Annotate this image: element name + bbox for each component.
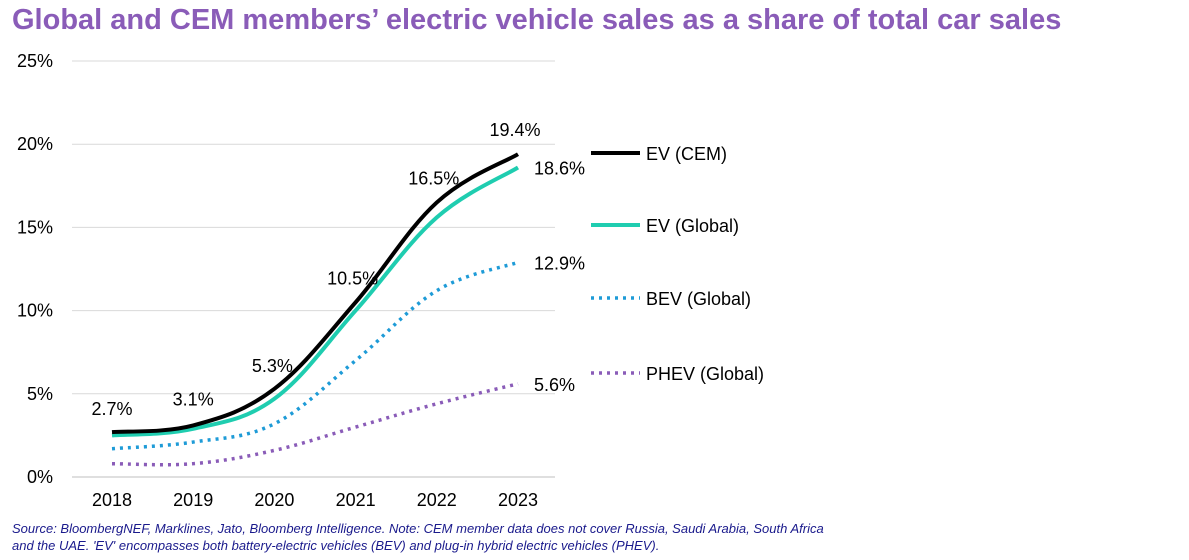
data-label-ev-cem: 10.5% <box>327 268 378 288</box>
legend-label: EV (CEM) <box>646 144 727 164</box>
y-axis-ticks: 0% 5% 10% 15% 20% 25% <box>17 51 53 487</box>
data-label-ev-cem: 2.7% <box>91 399 132 419</box>
series-line-ev-cem <box>111 152 520 435</box>
y-tick-label: 15% <box>17 217 53 237</box>
series-line-ev-global <box>111 165 520 438</box>
data-label-ev-cem: 3.1% <box>173 389 214 409</box>
data-label-ev-cem: 19.4% <box>489 120 540 140</box>
x-tick-label: 2018 <box>92 490 132 510</box>
line-chart: 0% 5% 10% 15% 20% 25% 2018 2019 2020 2021 2022 202… <box>17 51 764 510</box>
x-tick-label: 2023 <box>498 490 538 510</box>
series-line-bev-global <box>111 260 519 451</box>
legend: EV (CEM) EV (Global) BEV (Global) PHEV (Glo… <box>591 144 764 384</box>
data-label-ev-cem: 5.3% <box>252 356 293 376</box>
y-tick-label: 25% <box>17 51 53 71</box>
y-tick-label: 10% <box>17 301 53 321</box>
legend-label: EV (Global) <box>646 216 739 236</box>
series-line-phev-global <box>111 382 519 467</box>
source-note: Source: BloombergNEF, Marklines, Jato, B… <box>12 521 824 553</box>
y-tick-label: 5% <box>27 384 53 404</box>
y-tick-label: 0% <box>27 467 53 487</box>
x-tick-label: 2021 <box>336 490 376 510</box>
data-label-phev-global: 5.6% <box>534 375 575 395</box>
legend-label: PHEV (Global) <box>646 364 764 384</box>
chart-title: Global and CEM members’ electric vehicle… <box>12 4 1062 36</box>
y-tick-label: 20% <box>17 134 53 154</box>
legend-label: BEV (Global) <box>646 289 751 309</box>
data-label-bev-global: 12.9% <box>534 253 585 273</box>
x-tick-label: 2020 <box>254 490 294 510</box>
data-label-ev-cem: 16.5% <box>408 168 459 188</box>
series-lines <box>111 152 520 467</box>
data-labels: 2.7% 3.1% 5.3% 10.5% 16.5% 19.4% 18.6% 12.9% 5.6… <box>91 120 585 419</box>
x-axis-ticks: 2018 2019 2020 2021 2022 2023 <box>92 490 538 510</box>
x-tick-label: 2022 <box>417 490 457 510</box>
gridlines <box>72 60 555 478</box>
data-label-ev-global: 18.6% <box>534 158 585 178</box>
x-tick-label: 2019 <box>173 490 213 510</box>
